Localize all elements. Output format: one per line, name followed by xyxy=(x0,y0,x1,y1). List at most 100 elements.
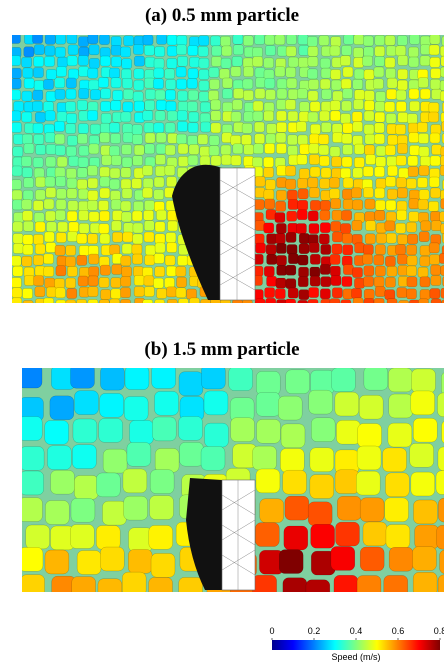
particle xyxy=(200,299,211,303)
particle xyxy=(220,144,232,156)
particle xyxy=(307,299,319,303)
particle xyxy=(429,57,441,68)
particle xyxy=(256,309,266,319)
particle xyxy=(166,176,177,188)
particle xyxy=(78,145,90,157)
particle xyxy=(232,299,243,303)
particle xyxy=(439,90,444,102)
particle xyxy=(176,276,187,288)
particle xyxy=(54,287,66,299)
particle xyxy=(144,77,155,89)
particle xyxy=(132,312,142,322)
particle xyxy=(144,44,155,56)
particle xyxy=(22,234,34,245)
particle xyxy=(74,390,99,415)
particle xyxy=(255,468,281,494)
particle xyxy=(259,498,284,523)
particle xyxy=(44,45,56,57)
particle xyxy=(144,143,155,155)
particle xyxy=(121,68,132,80)
particle xyxy=(329,146,341,158)
particle xyxy=(252,56,264,67)
particle xyxy=(131,210,143,222)
particle xyxy=(22,244,34,256)
particle xyxy=(230,111,242,123)
particle xyxy=(418,165,430,176)
particle xyxy=(406,244,417,256)
particle xyxy=(132,222,144,234)
particle xyxy=(21,156,32,167)
particle xyxy=(373,276,385,288)
particle xyxy=(407,113,418,124)
particle xyxy=(100,368,125,391)
particle xyxy=(385,45,397,57)
particle xyxy=(153,606,177,630)
particle xyxy=(78,88,89,100)
particle xyxy=(32,122,44,134)
particle xyxy=(110,277,122,288)
particle xyxy=(210,110,222,121)
particle xyxy=(230,155,242,166)
particle xyxy=(418,189,430,201)
particle xyxy=(387,165,398,177)
particle xyxy=(76,233,88,244)
particle xyxy=(165,232,177,243)
particle xyxy=(222,88,233,100)
particle xyxy=(112,90,123,101)
particle xyxy=(88,311,98,321)
particle xyxy=(134,55,145,67)
particle xyxy=(341,156,353,168)
particle xyxy=(111,264,123,275)
particle xyxy=(363,110,375,122)
particle xyxy=(441,372,444,396)
particle xyxy=(148,525,173,550)
particle xyxy=(305,579,331,592)
particle xyxy=(45,144,57,155)
particle xyxy=(431,309,441,319)
particle xyxy=(133,68,145,80)
particle xyxy=(220,299,231,303)
particle xyxy=(336,420,361,445)
particle xyxy=(409,299,420,303)
particle xyxy=(352,297,364,303)
particle xyxy=(110,77,122,89)
particle xyxy=(110,288,122,300)
particle xyxy=(65,145,77,157)
particle xyxy=(78,210,89,221)
particle xyxy=(285,232,297,243)
particle xyxy=(318,144,330,156)
particle xyxy=(166,242,178,253)
particle xyxy=(254,88,266,99)
particle xyxy=(99,122,111,134)
tick-label: 0 xyxy=(269,626,274,636)
particle xyxy=(203,390,229,416)
particle xyxy=(221,132,233,144)
particle xyxy=(109,122,120,134)
particle xyxy=(44,35,56,45)
particle xyxy=(413,499,438,525)
particle xyxy=(280,423,306,449)
particle xyxy=(25,602,49,626)
particle xyxy=(175,266,187,277)
particle xyxy=(276,143,287,154)
particle xyxy=(374,210,386,221)
tick-label: 0.8 xyxy=(434,626,444,636)
particle xyxy=(176,133,187,145)
particle xyxy=(440,223,444,234)
particle xyxy=(253,143,264,155)
particle xyxy=(199,155,211,167)
particle xyxy=(342,66,354,78)
particle xyxy=(287,199,299,210)
particle xyxy=(45,91,57,102)
particle xyxy=(109,190,121,201)
particle xyxy=(411,368,436,394)
particle xyxy=(219,68,230,80)
particle xyxy=(409,309,419,319)
particle xyxy=(320,67,332,79)
particle xyxy=(21,111,33,123)
particle xyxy=(408,211,420,222)
particle xyxy=(66,288,78,299)
particle xyxy=(255,77,266,88)
particle xyxy=(43,266,55,277)
particle xyxy=(384,220,396,232)
